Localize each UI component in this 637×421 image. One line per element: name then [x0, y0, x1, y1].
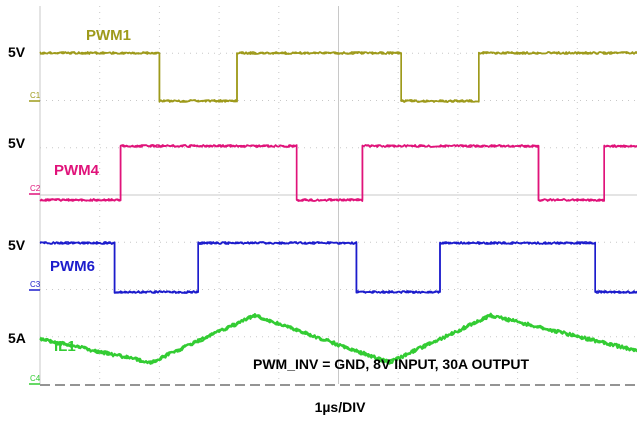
ch4-marker: C4	[30, 374, 41, 383]
legend-pwm1: PWM1	[86, 27, 131, 44]
trace-pwm4	[39, 144, 637, 202]
time-scale-label: 1µs/DIV	[315, 399, 367, 415]
annotation-text: PWM_INV = GND, 8V INPUT, 30A OUTPUT	[253, 356, 529, 372]
graticule	[39, 6, 637, 386]
ch4-scale-label: 5A	[8, 330, 26, 346]
trace-il1	[39, 312, 637, 365]
ch2-scale-label: 5V	[8, 135, 26, 151]
ch1-scale-label: 5V	[8, 44, 26, 60]
legend-il1: IL1	[54, 338, 76, 355]
legend-pwm4: PWM4	[54, 162, 100, 179]
ch3-marker: C3	[30, 280, 41, 289]
legend-pwm6: PWM6	[50, 258, 95, 275]
trace-pwm6	[40, 241, 637, 294]
trace-pwm1	[39, 51, 637, 103]
ch2-marker: C2	[30, 184, 41, 193]
traces	[29, 51, 637, 385]
ch3-scale-label: 5V	[8, 237, 26, 253]
labels: 5V 5V 5V 5A PWM1 PWM4 PWM6 IL1 C1 C2 C3 …	[8, 27, 529, 415]
ch1-marker: C1	[30, 91, 41, 100]
